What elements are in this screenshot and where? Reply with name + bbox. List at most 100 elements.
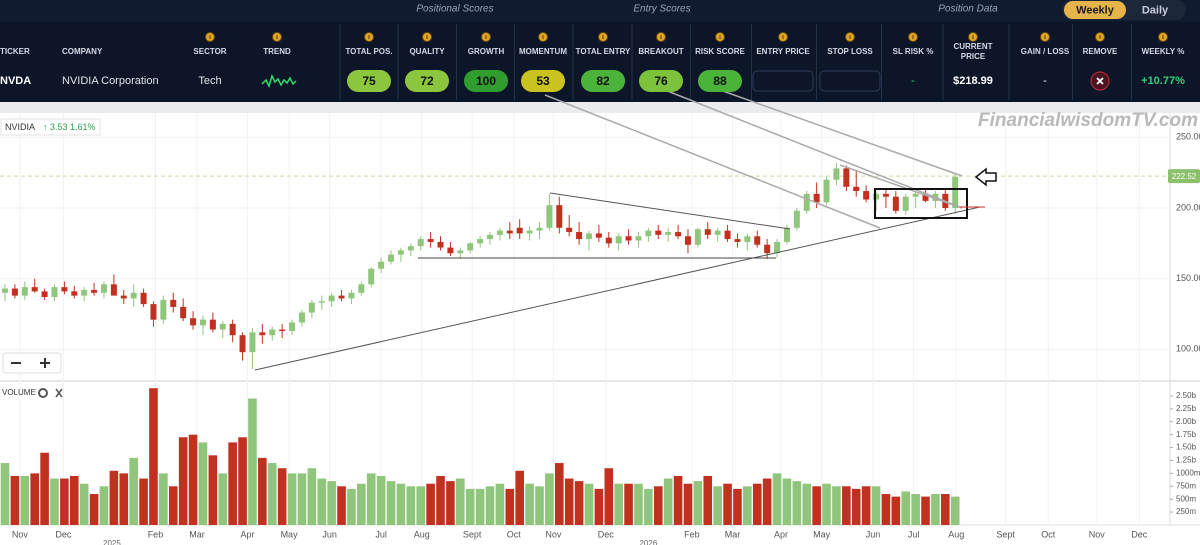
column-header: BREAKOUT — [638, 47, 684, 56]
stop-loss-input[interactable] — [819, 70, 881, 92]
year-label: 2025 — [103, 539, 121, 545]
volume-bar — [693, 481, 703, 525]
candle-body — [21, 287, 28, 296]
volume-tick-label: 2.25b — [1176, 404, 1197, 413]
candle-body — [269, 329, 276, 336]
zoom-controls[interactable] — [2, 352, 62, 374]
volume-bar — [198, 442, 208, 525]
x-tick-label: Feb — [148, 529, 164, 539]
y-tick-label: 200.00 — [1176, 202, 1200, 212]
column-header: RISK SCORE — [695, 47, 745, 56]
x-tick-label: Jul — [908, 529, 920, 539]
last-price-tag — [1168, 169, 1200, 184]
candle-body — [298, 312, 305, 323]
pointer-line — [839, 164, 963, 209]
candle-body — [427, 239, 434, 242]
candle-body — [576, 232, 583, 240]
watermark: FinancialwisdomTV.com — [978, 110, 1198, 131]
volume-bar — [129, 457, 138, 525]
x-tick-label: Mar — [189, 529, 205, 539]
candle-body — [150, 304, 157, 320]
trend-sparkline — [261, 73, 297, 89]
volume-bar — [99, 486, 109, 525]
candle-body — [882, 193, 889, 197]
volume-bar — [426, 483, 435, 525]
volume-bar — [653, 486, 663, 525]
candle-body — [873, 193, 880, 200]
candle-body — [388, 254, 395, 262]
volume-bar — [357, 483, 366, 525]
candle-body — [289, 322, 296, 331]
volume-bar — [119, 473, 129, 525]
score-pill: 72 — [405, 70, 449, 92]
candle-body — [625, 236, 632, 241]
current-price: $218.99 — [953, 75, 993, 87]
candle-body — [754, 236, 761, 245]
candle-body — [783, 227, 790, 242]
toggle-option[interactable]: Daily — [1142, 4, 1169, 16]
score-pill: 76 — [639, 70, 683, 92]
volume-bar — [950, 496, 960, 525]
column-header: WEEKLY % — [1141, 47, 1185, 56]
x-tick-label: Dec — [55, 529, 72, 539]
close-icon[interactable] — [55, 388, 63, 398]
volume-bar — [683, 483, 693, 525]
candle-body — [209, 319, 216, 330]
x-tick-label: Mar — [725, 529, 741, 539]
x-tick-label: Nov — [1089, 529, 1106, 539]
candle-body — [863, 191, 870, 200]
candle-body — [61, 287, 68, 292]
candle-body — [645, 230, 652, 237]
volume-bar — [456, 478, 465, 525]
entry-price-input[interactable] — [752, 70, 814, 92]
group-label: Entry Scores — [633, 4, 690, 15]
remove-icon — [1096, 77, 1104, 85]
x-tick-label: Dec — [598, 529, 615, 539]
column-header: TOTAL ENTRY — [575, 47, 631, 56]
volume-bar — [822, 483, 831, 525]
volume-tick-label: 1000m — [1176, 468, 1200, 477]
x-tick-label: Oct — [507, 529, 522, 539]
x-tick-label: Aug — [414, 529, 430, 539]
settings-icon[interactable] — [38, 388, 48, 398]
symbol: NVIDIA — [5, 122, 35, 132]
volume-bar — [337, 486, 346, 525]
volume-bar — [60, 478, 69, 525]
toggle-option[interactable]: Weekly — [1076, 4, 1115, 16]
volume-bar — [545, 473, 554, 525]
volume-bar — [139, 478, 148, 525]
candle-body — [487, 234, 494, 240]
candle-body — [31, 287, 38, 292]
candle-body — [833, 168, 840, 180]
volume-bar — [762, 478, 772, 525]
candle-body — [41, 291, 48, 298]
volume-bar — [40, 452, 49, 525]
volume-bar — [723, 483, 732, 525]
candle-body — [318, 301, 325, 303]
volume-bar — [644, 488, 653, 525]
range-box — [874, 188, 968, 219]
candle-body — [496, 230, 503, 235]
volume-bar — [416, 486, 426, 525]
candle-body — [714, 230, 721, 235]
candle-body — [2, 288, 8, 293]
volume-bar — [20, 475, 30, 525]
x-tick-label: May — [813, 529, 831, 539]
candle-body — [358, 284, 365, 293]
candle-body — [665, 232, 672, 235]
x-tick-label: Sept — [996, 529, 1015, 539]
candle-body — [417, 239, 424, 247]
volume-bar — [149, 388, 158, 525]
score-pill: 82 — [581, 70, 625, 92]
volume-bar — [168, 486, 178, 525]
candle-body — [823, 179, 830, 203]
y-tick-label: 150.00 — [1176, 273, 1200, 283]
volume-bar — [713, 486, 722, 525]
candle-body — [190, 318, 197, 326]
volume-bar — [871, 486, 881, 525]
candle-body — [328, 295, 335, 302]
volume-label: VOLUME — [2, 388, 36, 397]
candle-body — [853, 186, 860, 192]
column-header: CURRENT PRICE — [953, 42, 993, 61]
volume-bar — [366, 473, 376, 525]
